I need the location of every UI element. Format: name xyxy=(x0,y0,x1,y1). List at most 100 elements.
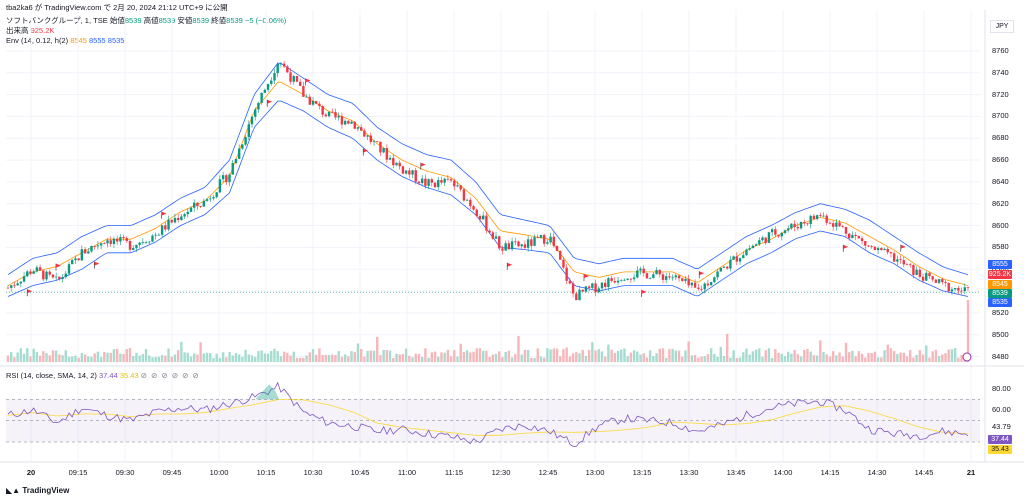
event-flag-icon[interactable] xyxy=(27,289,33,294)
event-flag-icon[interactable] xyxy=(363,148,369,153)
volume-tag: 925.2K xyxy=(988,270,1012,279)
candle-body xyxy=(526,239,530,248)
candle-body xyxy=(645,273,649,279)
candle-body xyxy=(488,230,491,233)
volume-bar xyxy=(957,357,960,362)
volume-bar xyxy=(16,352,19,362)
volume-bar xyxy=(324,354,328,362)
volume-bar xyxy=(244,349,247,362)
candle-body xyxy=(42,270,45,280)
candle-body xyxy=(199,206,202,207)
alert-icon[interactable] xyxy=(962,352,972,362)
event-flag-icon[interactable] xyxy=(900,244,906,249)
candle-body xyxy=(857,236,861,239)
rsi-settings-icons[interactable]: ⊘ ⊘ ⊘ ⊘ ⊘ ⊘ xyxy=(140,371,200,380)
volume-bar xyxy=(433,351,437,362)
candle-body xyxy=(404,170,408,174)
volume-bar xyxy=(616,350,620,362)
time-axis-label: 13:15 xyxy=(632,468,652,477)
currency-label[interactable]: JPY xyxy=(990,20,1014,33)
volume-bar xyxy=(334,355,337,362)
volume-bar xyxy=(909,350,912,362)
candle-body xyxy=(498,236,501,249)
volume-bar xyxy=(263,353,267,362)
time-axis-label: 14:30 xyxy=(867,468,887,477)
event-flag-icon[interactable] xyxy=(641,289,647,294)
candle-body xyxy=(122,237,125,239)
volume-bar xyxy=(115,348,119,362)
volume-bar xyxy=(202,353,206,362)
volume-bar xyxy=(218,357,222,362)
price-axis-label: 8620 xyxy=(992,198,1009,208)
env-mid-value: 8545 xyxy=(70,36,87,45)
volume-bar xyxy=(221,352,225,362)
volume-bar xyxy=(841,356,844,362)
candle-body xyxy=(263,89,267,93)
volume-bar xyxy=(648,350,652,362)
event-flag-icon[interactable] xyxy=(507,262,513,267)
volume-bar xyxy=(883,350,886,362)
event-flag-icon[interactable] xyxy=(420,162,426,167)
candle-body xyxy=(109,240,112,244)
candle-body xyxy=(507,243,511,250)
volume-bar xyxy=(71,356,74,362)
candle-body xyxy=(170,219,173,223)
candle-body xyxy=(202,200,206,207)
candle-body xyxy=(555,245,559,251)
volume-bar xyxy=(35,351,39,362)
volume-bar xyxy=(189,356,193,362)
volume-bar xyxy=(697,357,700,362)
event-flag-icon[interactable] xyxy=(161,211,167,216)
volume-bar xyxy=(636,351,639,362)
volume-bar xyxy=(148,355,151,362)
rsi-axis-label: 43.79 xyxy=(992,422,1011,432)
candle-body xyxy=(45,271,48,280)
env-legend[interactable]: Env (14, 0.12, h(2) 8545 8555 8535 xyxy=(6,36,124,46)
volume-bar xyxy=(273,348,276,362)
volume-bar xyxy=(748,354,751,362)
candle-body xyxy=(953,287,957,290)
time-axis-label: 09:45 xyxy=(162,468,182,477)
event-flag-icon[interactable] xyxy=(699,271,705,276)
volume-bar xyxy=(270,350,273,362)
candle-body xyxy=(693,282,697,288)
volume-bar xyxy=(864,357,867,362)
candle-body xyxy=(385,148,389,160)
volume-bar xyxy=(892,351,896,362)
symbol-name[interactable]: ソフトバンクグループ xyxy=(6,16,81,25)
volume-bar xyxy=(822,352,825,362)
candle-body xyxy=(690,282,694,286)
volume-bar xyxy=(308,352,312,362)
volume-bar xyxy=(446,349,450,362)
volume-bar xyxy=(305,355,308,362)
event-flag-icon[interactable] xyxy=(267,99,273,104)
rsi-legend[interactable]: RSI (14, close, SMA, 14, 2) 37.44 35.43 … xyxy=(6,371,200,381)
candle-body xyxy=(652,274,655,278)
volume-bar xyxy=(510,357,514,362)
candle-body xyxy=(472,206,475,210)
close-price-tag: 8539 xyxy=(988,289,1012,298)
event-flag-icon[interactable] xyxy=(94,261,100,266)
volume-bar xyxy=(376,336,379,362)
candle-body xyxy=(180,216,183,221)
tradingview-logo[interactable]: ◣▲ TradingView xyxy=(6,486,70,495)
volume-legend[interactable]: 出来高 925.2K xyxy=(6,26,54,36)
candle-body xyxy=(546,242,549,244)
candle-body xyxy=(295,76,299,82)
volume-bar xyxy=(408,355,411,362)
volume-bar xyxy=(652,356,655,362)
candle-body xyxy=(99,243,103,246)
event-flag-icon[interactable] xyxy=(584,274,589,279)
volume-bar xyxy=(716,356,719,362)
event-flag-icon[interactable] xyxy=(56,263,61,268)
volume-bar xyxy=(819,340,822,362)
ohlc-low: 8539 xyxy=(192,16,210,25)
event-flag-icon[interactable] xyxy=(843,244,849,249)
env-lower-value: 8535 xyxy=(107,36,125,45)
candle-body xyxy=(160,225,164,235)
candle-body xyxy=(812,215,816,219)
volume-bar xyxy=(767,348,771,362)
event-flag-icon[interactable] xyxy=(305,78,311,83)
time-axis-label: 09:30 xyxy=(115,468,135,477)
